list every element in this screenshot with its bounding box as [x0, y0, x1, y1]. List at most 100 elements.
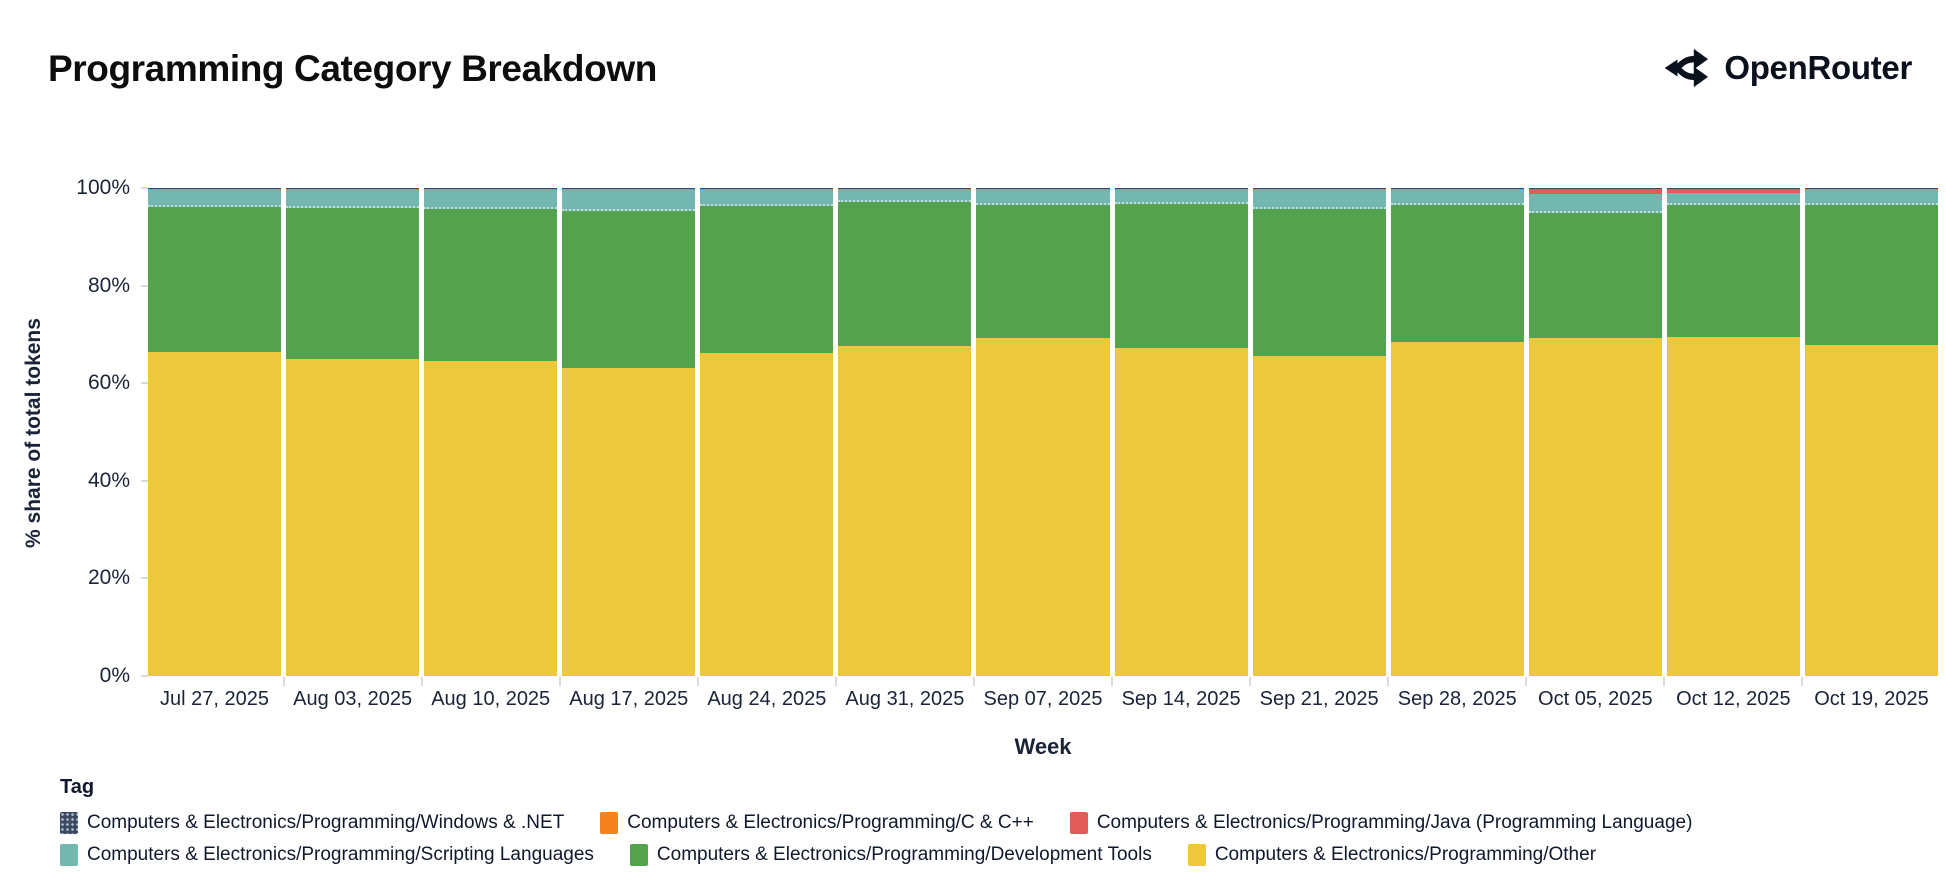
bar-segment-dev[interactable] [1114, 203, 1248, 348]
bar-segment-other[interactable] [1252, 355, 1386, 676]
bar-segment-cpp[interactable] [1390, 188, 1524, 191]
bar-segment-scripting[interactable] [1114, 190, 1248, 204]
bar-column[interactable] [424, 188, 558, 676]
bar-segment-other[interactable] [562, 367, 696, 676]
bar-segment-scripting[interactable] [1804, 190, 1939, 205]
x-tick-mark [1525, 677, 1528, 686]
bar-segment-dev[interactable] [562, 211, 696, 368]
bar-segment-cpp[interactable] [1804, 188, 1939, 191]
y-tick-label: 0% [99, 664, 130, 687]
y-tick-label: 20% [87, 566, 130, 590]
y-axis-labels: 0% 20% 40% 60% 80% 100% [0, 176, 138, 687]
bar-segment-other[interactable] [286, 358, 420, 676]
bar-column[interactable] [1666, 188, 1800, 676]
bar-segment-scripting[interactable] [424, 190, 558, 210]
bar-segment-scripting[interactable] [1528, 193, 1662, 214]
bar-column[interactable] [562, 188, 696, 676]
bar-segment-other[interactable] [976, 338, 1110, 676]
legend-item-dev[interactable]: Computers & Electronics/Programming/Deve… [629, 844, 1152, 866]
bar-segment-cpp[interactable] [1252, 188, 1386, 191]
bar-segment-cpp[interactable] [286, 188, 420, 191]
legend-row: Computers & Electronics/Programming/Scri… [60, 844, 1692, 866]
bar-segment-cpp[interactable] [424, 188, 558, 191]
bar-segment-scripting[interactable] [700, 190, 834, 206]
legend-item-other[interactable]: Computers & Electronics/Programming/Othe… [1187, 844, 1596, 866]
bar-segment-scripting[interactable] [562, 190, 696, 212]
bar-segment-cpp[interactable] [1114, 188, 1248, 191]
openrouter-logo[interactable]: OpenRouter [1663, 46, 1912, 90]
legend-label: Computers & Electronics/Programming/Java… [1096, 812, 1693, 833]
legend-item-cpp[interactable]: Computers & Electronics/Programming/C & … [600, 812, 1034, 834]
bar-segment-scripting[interactable] [976, 190, 1110, 205]
x-axis-title: Week [1014, 734, 1072, 759]
legend-item-java[interactable]: Computers & Electronics/Programming/Java… [1069, 812, 1693, 834]
bar-column[interactable] [1528, 188, 1662, 676]
legend-swatch-dev [629, 844, 648, 866]
x-tick-mark [282, 677, 285, 686]
bar-segment-scripting[interactable] [838, 190, 972, 202]
legend-label: Computers & Electronics/Programming/Scri… [87, 844, 594, 865]
x-tick-mark [558, 677, 561, 686]
x-tick-mark [696, 677, 699, 686]
bar-segment-dev[interactable] [1528, 213, 1662, 339]
legend-item-scripting[interactable]: Computers & Electronics/Programming/Scri… [60, 844, 594, 866]
bar-segment-other[interactable] [1114, 347, 1248, 676]
bar-segment-cpp[interactable] [700, 188, 834, 191]
y-tick-mark [141, 382, 148, 385]
bar-segment-cpp[interactable] [838, 188, 972, 191]
bar-column[interactable] [1390, 188, 1524, 676]
x-axis-labels: Jul 27, 2025 Aug 03, 2025 Aug 10, 2025 Aug … [148, 688, 1938, 711]
bar-column[interactable] [1804, 188, 1939, 676]
legend-title: Tag [60, 776, 95, 798]
x-tick-mark [1387, 677, 1390, 686]
bar-segment-dev[interactable] [976, 204, 1110, 339]
y-tick-label: 40% [87, 468, 130, 492]
bar-segment-java[interactable] [1666, 189, 1800, 193]
bar-segment-other[interactable] [1804, 345, 1939, 676]
x-tick-mark [972, 677, 975, 686]
bar-segment-scripting[interactable] [1666, 192, 1800, 206]
bar-segment-dev[interactable] [424, 209, 558, 362]
bar-segment-other[interactable] [1666, 336, 1800, 676]
y-tick-mark [141, 284, 148, 287]
bar-segment-dev[interactable] [838, 201, 972, 347]
bar-segment-scripting[interactable] [1390, 190, 1524, 205]
brand-name: OpenRouter [1724, 49, 1912, 86]
bar-column[interactable] [286, 188, 420, 676]
bar-segment-other[interactable] [1390, 341, 1524, 676]
bar-segment-other[interactable] [838, 346, 972, 676]
bar-segment-cpp[interactable] [976, 188, 1110, 191]
x-tick-label: Aug 24, 2025 [707, 688, 827, 710]
bar-segment-dev[interactable] [286, 207, 420, 359]
bar-segment-dev[interactable] [148, 206, 282, 353]
bar-segment-scripting[interactable] [1252, 190, 1386, 209]
bar-column[interactable] [976, 188, 1110, 676]
bar-segment-other[interactable] [148, 352, 282, 676]
bar-column[interactable] [1252, 188, 1386, 676]
bar-column[interactable] [700, 188, 834, 676]
legend-swatch-other [1187, 844, 1206, 866]
x-tick-mark [420, 677, 423, 686]
x-tick-label: Aug 10, 2025 [431, 688, 551, 710]
bar-segment-cpp[interactable] [148, 188, 282, 191]
bar-segment-scripting[interactable] [148, 190, 282, 207]
bar-segment-other[interactable] [424, 361, 558, 676]
x-tick-label: Sep 14, 2025 [1121, 688, 1241, 710]
bar-column[interactable] [838, 188, 972, 676]
legend-label: Computers & Electronics/Programming/C & … [627, 812, 1034, 833]
bar-segment-scripting[interactable] [286, 190, 420, 208]
legend-item-windows[interactable]: Computers & Electronics/Programming/Wind… [60, 812, 564, 834]
bar-segment-dev[interactable] [1804, 204, 1939, 346]
x-tick-label: Oct 05, 2025 [1538, 688, 1653, 710]
bar-segment-dev[interactable] [1390, 204, 1524, 342]
bar-segment-other[interactable] [1528, 338, 1662, 676]
bar-segment-cpp[interactable] [562, 188, 696, 191]
bar-segment-dev[interactable] [1252, 208, 1386, 356]
bar-segment-dev[interactable] [1666, 205, 1800, 337]
legend: Tag Computers & Electronics/Programming/… [60, 776, 1692, 866]
bar-segment-other[interactable] [700, 352, 834, 676]
bar-segment-dev[interactable] [700, 205, 834, 353]
bar-segment-java[interactable] [1528, 189, 1662, 194]
bar-column[interactable] [1114, 188, 1248, 676]
bar-column[interactable] [148, 188, 282, 676]
